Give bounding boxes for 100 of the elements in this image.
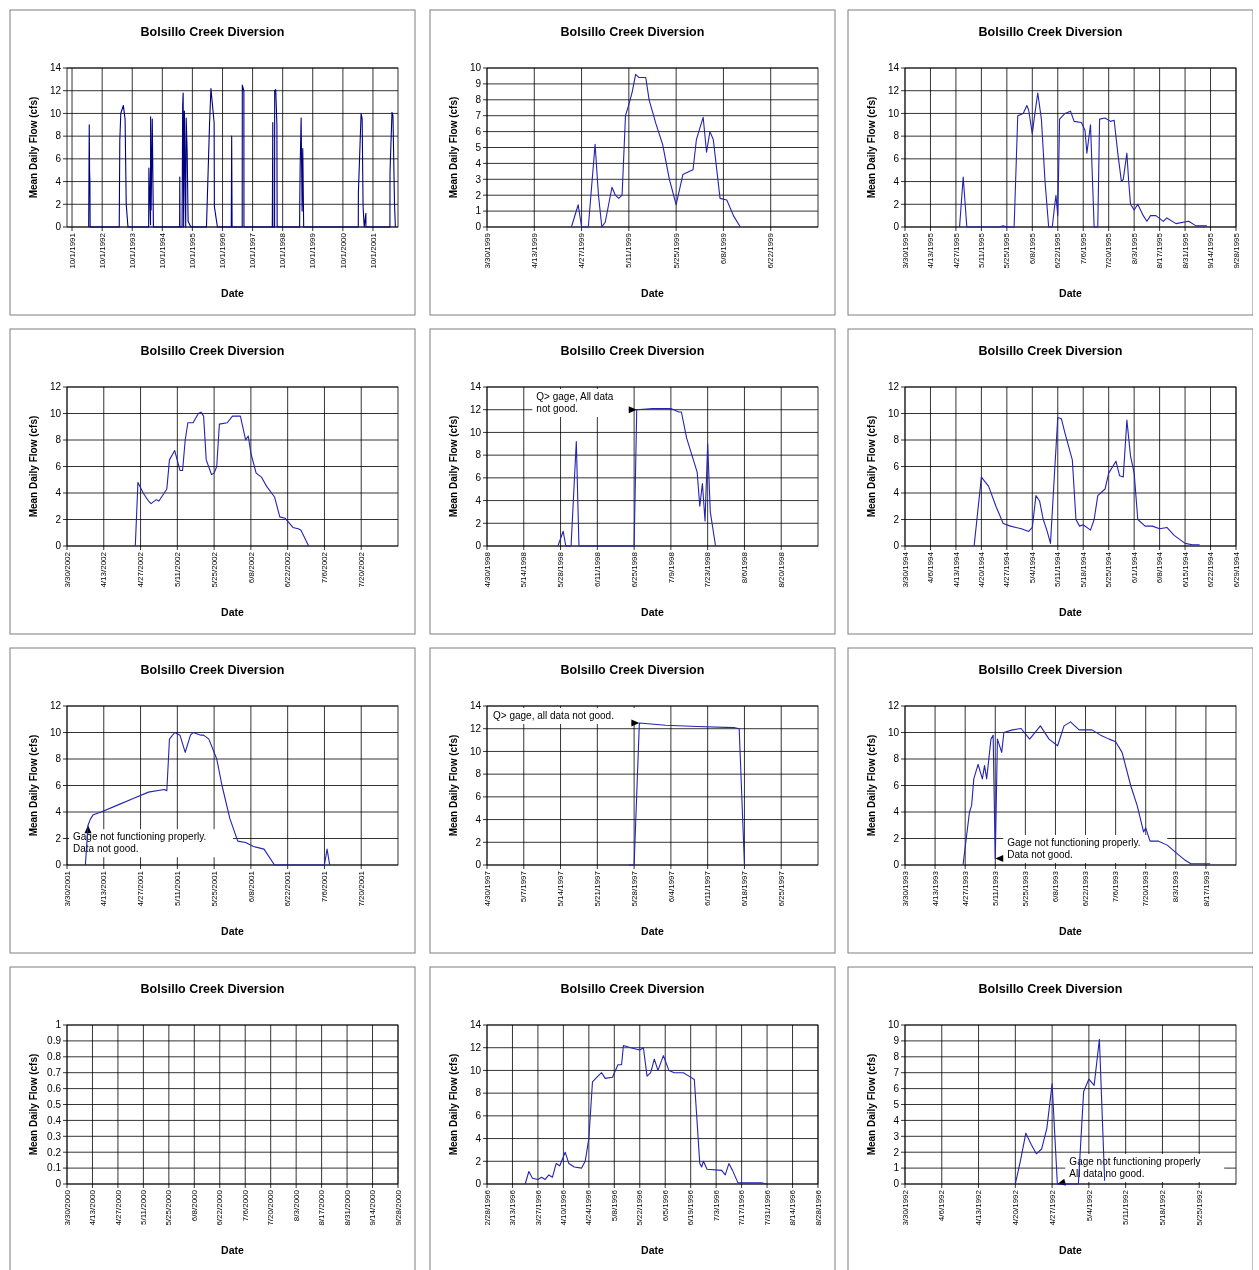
chart-title: Bolsillo Creek Diversion	[978, 663, 1123, 677]
x-tick-label: 3/30/1995	[900, 232, 910, 269]
y-tick-label: 12	[469, 723, 482, 735]
x-tick-label: 3/30/1992	[900, 1189, 910, 1226]
x-tick-label: 5/18/1994	[1078, 551, 1088, 588]
y-tick-label: 12	[469, 404, 482, 416]
y-tick-label: 8	[893, 753, 900, 765]
y-tick-label: 4	[55, 175, 62, 187]
y-tick-label: 0.7	[47, 1067, 62, 1078]
y-tick-label: 10	[469, 62, 482, 74]
y-tick-label: 10	[49, 107, 62, 119]
y-tick-label: 10	[469, 745, 482, 757]
y-tick-label: 4	[55, 487, 62, 499]
x-tick-label: 9/28/1995	[1231, 232, 1241, 269]
x-tick-label: 5/8/1996	[609, 1189, 619, 1222]
y-tick-label: 6	[893, 153, 900, 165]
x-tick-label: 4/27/1993	[960, 870, 970, 907]
y-tick-label: 6	[893, 1082, 900, 1094]
x-tick-label: 6/1/1994	[1129, 551, 1139, 584]
x-tick-label: 6/22/1995	[1053, 232, 1063, 269]
x-tick-label: 8/31/1995	[1180, 232, 1190, 269]
x-axis-title: Date	[641, 1244, 665, 1256]
x-tick-label: 4/24/1996	[584, 1189, 594, 1226]
x-tick-label: 6/8/1994	[1155, 551, 1165, 584]
y-tick-label: 2	[893, 513, 900, 525]
y-tick-label: 6	[475, 791, 482, 803]
x-axis-title: Date	[221, 925, 245, 937]
x-tick-label: 5/11/1994	[1053, 551, 1063, 587]
y-tick-label: 0.4	[47, 1114, 62, 1126]
y-tick-label: 5	[475, 141, 482, 153]
x-axis-title: Date	[221, 606, 245, 618]
y-tick-label: 10	[469, 426, 482, 438]
x-axis-title: Date	[1059, 925, 1083, 937]
y-tick-label: 14	[469, 1019, 482, 1031]
x-tick-label: 9/14/2000	[368, 1189, 378, 1226]
x-tick-label: 4/6/1992	[937, 1189, 947, 1222]
y-axis-title: Mean Daily Flow (cfs)	[28, 734, 39, 837]
y-tick-label: 5	[893, 1098, 900, 1110]
y-tick-label: 14	[469, 381, 482, 393]
y-axis-title: Mean Daily Flow (cfs)	[866, 734, 877, 837]
x-tick-label: 3/13/1996	[508, 1189, 518, 1226]
x-tick-label: 5/18/1992	[1158, 1189, 1168, 1226]
x-tick-label: 7/20/1993	[1141, 870, 1151, 907]
x-tick-label: 10/1/1997	[248, 232, 258, 269]
x-tick-label: 10/1/1996	[218, 232, 228, 269]
x-tick-label: 6/8/1995	[1027, 232, 1037, 265]
y-tick-label: 0.6	[47, 1082, 62, 1094]
y-axis-title: Mean Daily Flow (cfs)	[28, 415, 39, 518]
y-tick-label: 4	[893, 1114, 900, 1126]
x-axis-title: Date	[1059, 1244, 1083, 1256]
x-tick-label: 5/7/1997	[519, 870, 529, 903]
y-tick-label: 8	[893, 434, 900, 446]
x-tick-label: 6/5/1996	[660, 1189, 670, 1222]
chart-title: Bolsillo Creek Diversion	[140, 982, 285, 996]
x-tick-label: 7/20/1995	[1104, 232, 1114, 269]
y-tick-label: 0.9	[47, 1035, 62, 1047]
y-tick-label: 6	[893, 460, 900, 472]
y-tick-label: 0.1	[47, 1162, 62, 1174]
x-tick-label: 4/6/1994	[926, 551, 936, 584]
x-tick-label: 4/27/1995	[951, 232, 961, 269]
y-tick-label: 12	[49, 381, 62, 393]
y-tick-label: 6	[893, 779, 900, 791]
chart-title: Bolsillo Creek Diversion	[560, 344, 705, 358]
y-tick-label: 10	[887, 107, 900, 119]
y-tick-label: 2	[893, 198, 900, 210]
y-tick-label: 10	[469, 1064, 482, 1076]
y-axis-title: Mean Daily Flow (cfs)	[866, 96, 877, 199]
x-tick-label: 6/22/1994	[1206, 551, 1216, 588]
x-tick-label: 4/27/2002	[136, 551, 146, 588]
x-axis-title: Date	[1059, 287, 1083, 299]
x-tick-label: 9/28/2000	[393, 1189, 403, 1226]
x-tick-label: 7/23/1998	[703, 551, 713, 588]
x-tick-label: 6/29/1994	[1231, 551, 1241, 588]
x-tick-label: 5/14/1997	[556, 870, 566, 907]
x-tick-label: 7/6/1995	[1078, 232, 1088, 265]
y-tick-label: 10	[887, 407, 900, 419]
x-tick-label: 6/4/1997	[666, 870, 676, 903]
y-tick-label: 0	[893, 859, 900, 871]
y-tick-label: 8	[475, 94, 482, 106]
x-tick-label: 5/22/1996	[635, 1189, 645, 1226]
y-tick-label: 2	[475, 836, 482, 848]
x-tick-label: 5/11/1999	[624, 232, 634, 268]
x-tick-label: 10/1/2001	[368, 232, 378, 269]
x-tick-label: 5/14/1998	[519, 551, 529, 588]
x-tick-label: 8/6/1998	[740, 551, 750, 584]
x-tick-label: 4/13/1994	[951, 551, 961, 588]
x-tick-label: 4/13/1995	[926, 232, 936, 269]
x-tick-label: 6/18/1997	[740, 870, 750, 907]
y-axis-title: Mean Daily Flow (cfs)	[448, 1053, 459, 1156]
x-tick-label: 10/1/1995	[188, 232, 198, 269]
x-tick-label: 10/1/1992	[97, 232, 107, 269]
x-tick-label: 5/25/1995	[1002, 232, 1012, 269]
x-tick-label: 8/28/1996	[813, 1189, 823, 1226]
x-tick-label: 6/15/1994	[1180, 551, 1190, 588]
y-tick-label: 1	[893, 1162, 900, 1174]
y-tick-label: 3	[475, 173, 482, 185]
y-tick-label: 0	[55, 859, 62, 871]
x-tick-label: 6/25/1998	[629, 551, 639, 588]
x-tick-label: 3/30/1993	[900, 870, 910, 907]
chart-title: Bolsillo Creek Diversion	[978, 344, 1123, 358]
